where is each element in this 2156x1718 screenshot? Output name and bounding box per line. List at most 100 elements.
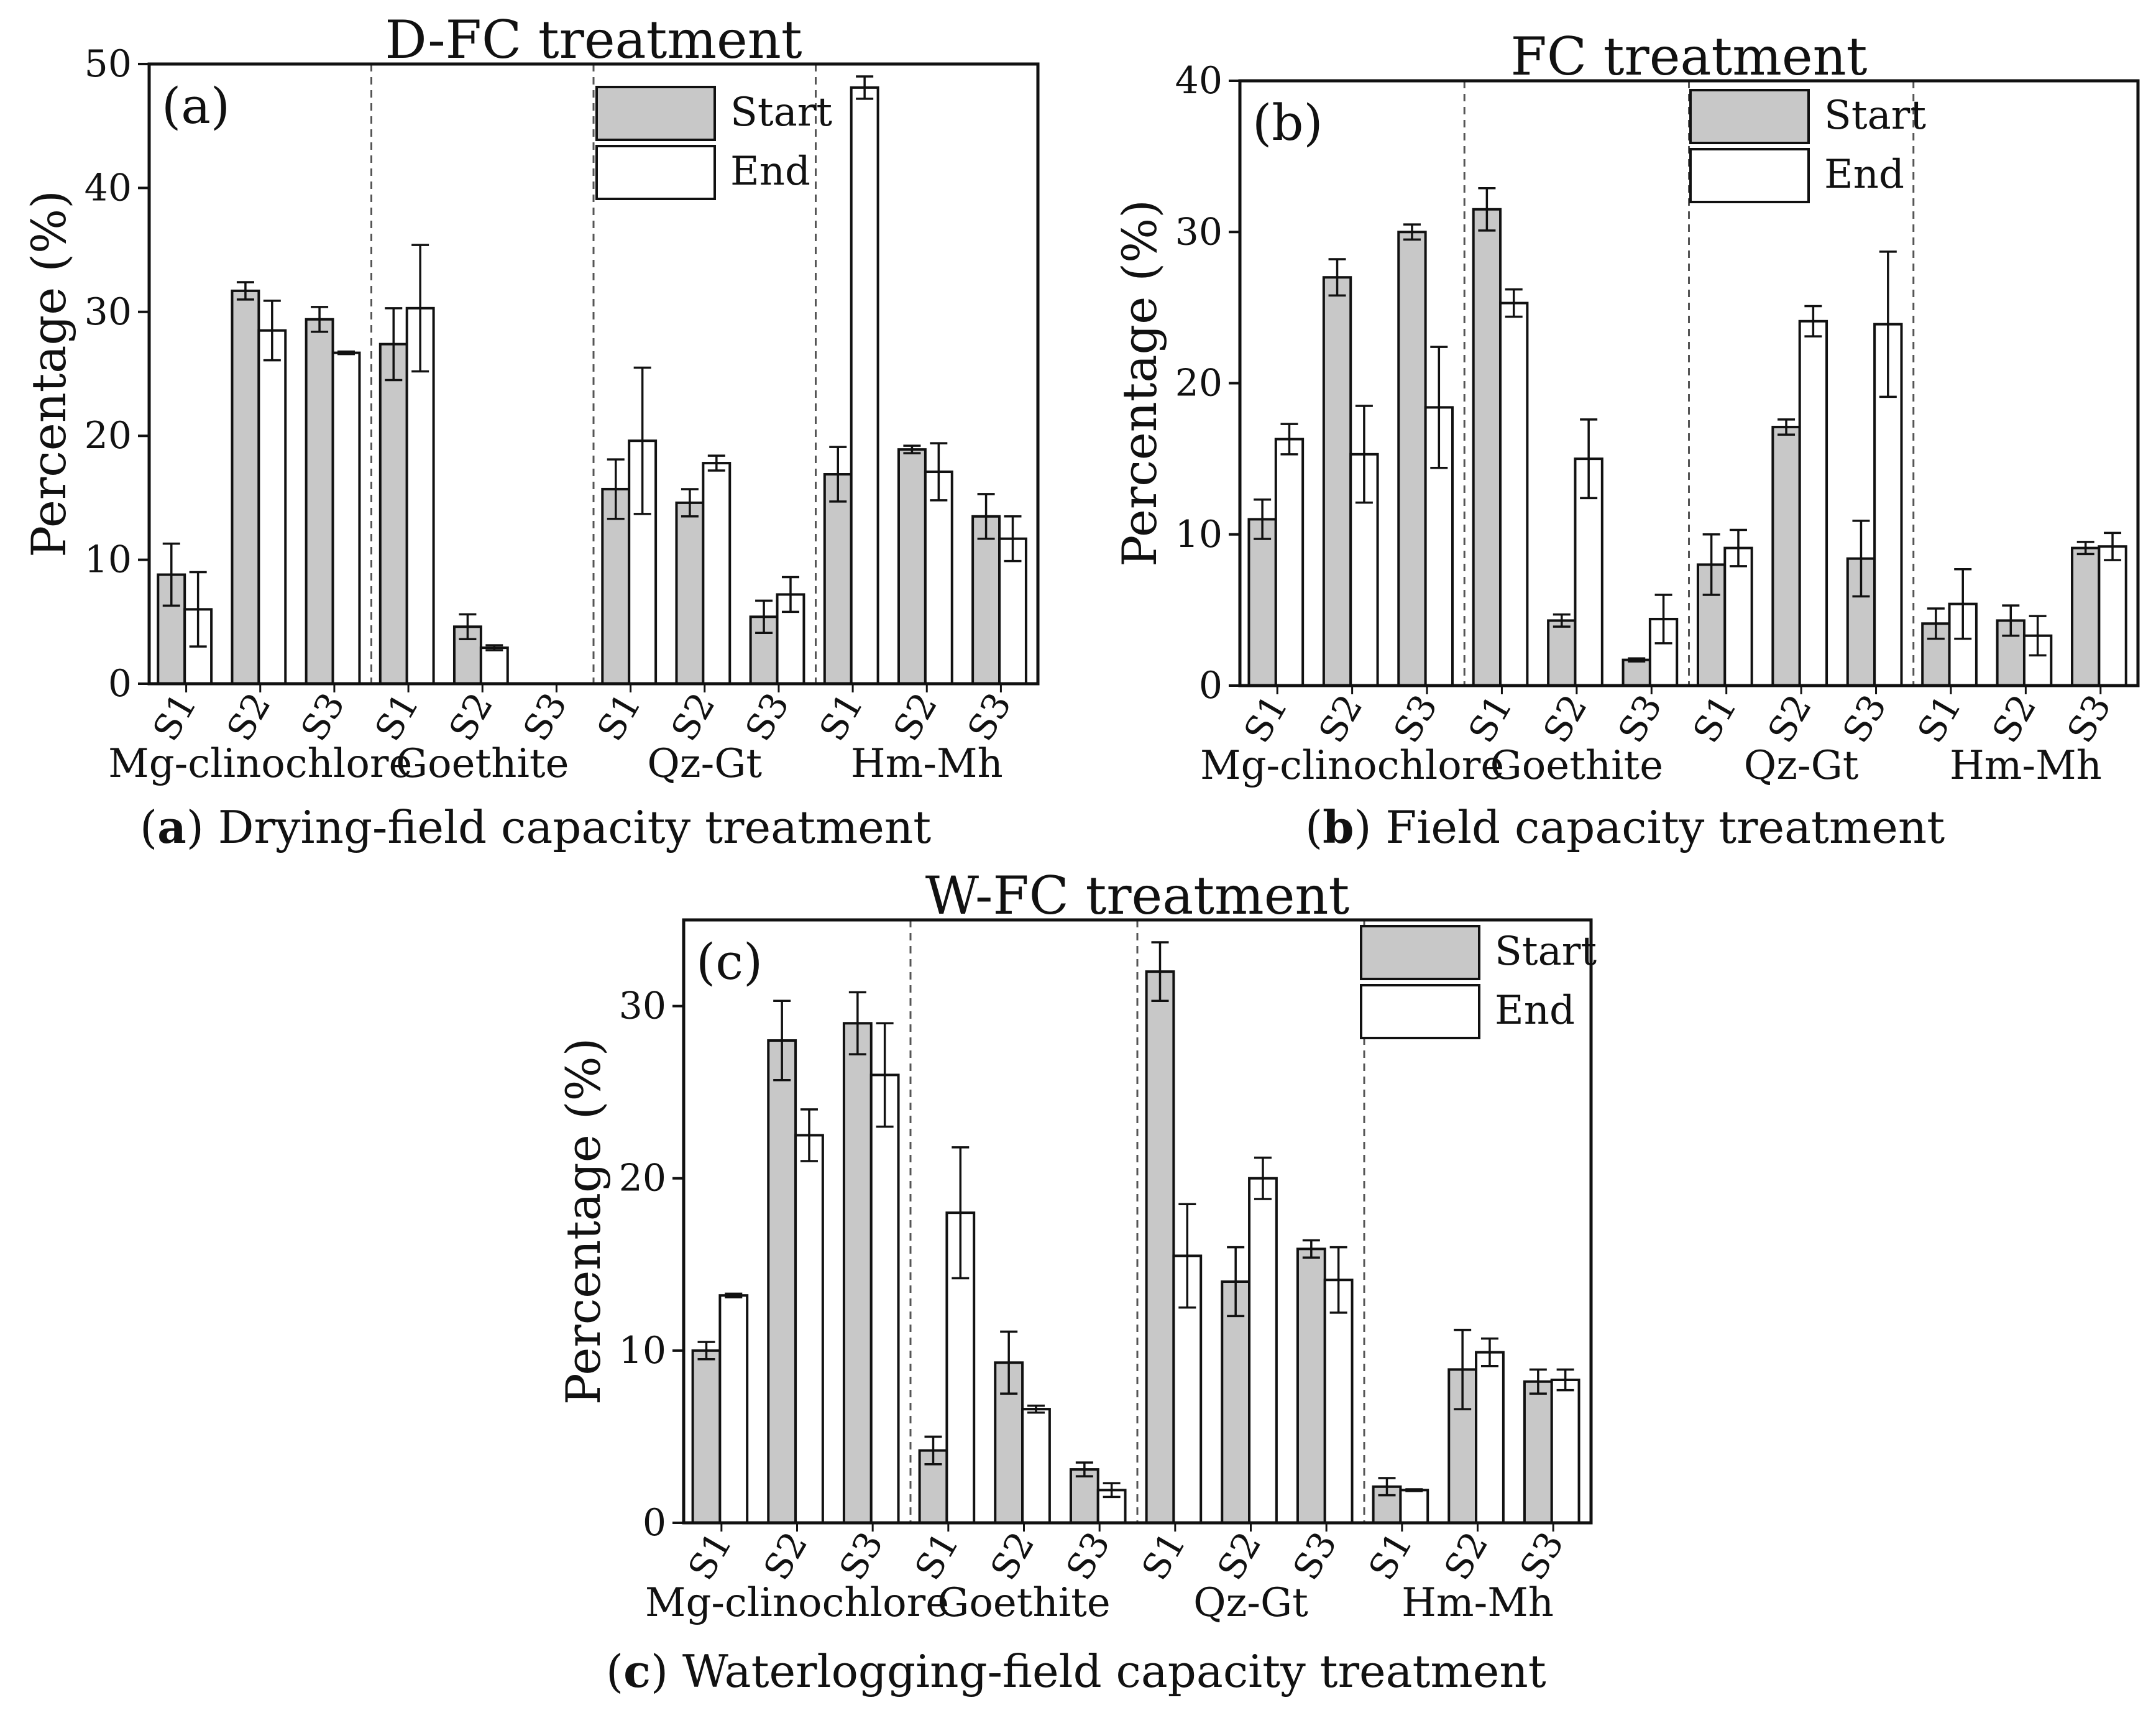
bar-start [2071,546,2101,687]
group-label: Goethite [396,741,569,787]
y-tick-label: 30 [85,290,132,334]
plot-frame [682,918,1593,1525]
legend-label-start: Start [1824,93,1926,139]
x-tick-label: S3 [1285,1525,1345,1587]
bar-start [897,448,927,685]
y-tick-label: 40 [1175,59,1222,103]
x-tick-label: S2 [1535,687,1595,750]
y-tick-label: 10 [85,538,132,582]
legend-swatch-end [1360,984,1480,1039]
y-tick-label: 20 [1175,362,1222,405]
caption-b: (b) Field capacity treatment [1305,801,1945,853]
y-tick-label: 10 [619,1329,666,1372]
caption-letter: a [157,801,186,853]
group-label: Hm-Mh [1401,1580,1554,1626]
y-tick-label: 50 [85,42,132,86]
x-tick-label: S1 [1685,687,1745,750]
x-tick-label: S1 [680,1525,740,1587]
group-label: Qz-Gt [1193,1580,1308,1626]
caption-c: (c) Waterlogging-field capacity treatmen… [606,1645,1546,1697]
chart-panel-a: D-FC treatment (a) Percentage (%) 0 10 20 30 40… [21,9,1040,787]
x-tick-label: S2 [1209,1525,1269,1587]
x-tick-label: S1 [1236,687,1296,750]
x-tick-label: S3 [959,686,1019,748]
group-label: Mg-clinochlore [108,741,412,787]
bar-end [1399,1489,1429,1524]
chart-title: W-FC treatment [925,865,1350,926]
x-tick-label: S2 [1984,687,2044,750]
bar-start [767,1039,797,1524]
bar-end [794,1134,824,1524]
x-tick-label: S1 [367,686,427,748]
bar-start [1547,619,1577,687]
group-label: Qz-Gt [647,741,762,787]
bar-start [842,1022,873,1525]
bar-end [850,86,879,686]
bar-end [1248,1177,1278,1524]
caption-text: Field capacity treatment [1371,801,1945,853]
x-tick-label: S1 [1909,687,1970,750]
chart-title: FC treatment [1511,26,1868,87]
caption-letter: c [623,1645,651,1697]
x-tick-label: S1 [907,1525,967,1587]
bar-start [823,473,853,685]
x-tick-label: S3 [293,686,353,748]
x-tick-label: S3 [515,686,575,748]
x-tick-label: S1 [1134,1525,1194,1587]
chart-panel-c: W-FC treatment (c) Percentage (%) 0 10 20 30 S1… [556,865,1597,1626]
x-tick-label: S1 [1460,687,1520,750]
plot-frame [147,62,1040,686]
legend-label-start: Start [1495,929,1597,975]
bar-end [1550,1378,1580,1524]
bar-end [331,351,361,685]
bar-start [1622,658,1651,687]
group-label: Hm-Mh [1950,743,2102,789]
y-axis-label: Percentage (%) [556,1038,611,1405]
group-label: Mg-clinochlore [1200,743,1504,789]
legend-swatch-end [595,145,716,200]
x-tick-label: S2 [219,686,279,748]
y-tick-label: 10 [1175,513,1222,556]
x-tick-label: S2 [982,1525,1042,1587]
legend-swatch-start [1360,925,1480,980]
bar-start [971,515,1001,685]
group-label: Goethite [937,1580,1111,1626]
legend-label-end: End [730,149,810,195]
x-tick-label: S3 [1610,687,1670,750]
x-tick-label: S3 [2059,687,2119,750]
bar-start [378,342,408,685]
bar-end [1723,546,1753,687]
x-tick-label: S2 [755,1525,815,1587]
y-axis-label: Percentage (%) [1112,200,1167,567]
x-tick-label: S2 [441,686,501,748]
bar-start [1523,1380,1553,1525]
group-label: Qz-Gt [1744,743,1859,789]
x-tick-label: S1 [144,686,204,748]
x-tick-label: S1 [1360,1525,1421,1587]
bar-start [691,1349,722,1525]
y-tick-label: 0 [1199,664,1222,707]
chart-panel-b: FC treatment (b) Percentage (%) 0 10 20 30 40 S1… [1112,26,2140,789]
bar-end [479,646,509,685]
x-tick-label: S2 [1759,687,1820,750]
bar-end [924,471,953,685]
x-tick-label: S1 [589,686,649,748]
legend-label-end: End [1824,152,1904,198]
plot-frame [1238,79,2140,687]
x-tick-label: S3 [1385,687,1446,750]
bar-start [675,501,705,685]
bar-end [1274,438,1305,687]
panel-label: (a) [162,77,230,135]
caption-letter: b [1323,801,1354,853]
bar-end [1475,1351,1505,1525]
bar-start [1247,518,1277,687]
x-tick-label: S2 [663,686,723,748]
legend-swatch-start [1689,89,1810,144]
caption-text: Waterlogging-field capacity treatment [668,1645,1546,1697]
bar-end [2098,545,2127,687]
bar-start [1221,1280,1251,1524]
bar-end [1323,1279,1354,1524]
legend-label-start: Start [730,90,832,136]
legend-label-end: End [1495,988,1575,1034]
